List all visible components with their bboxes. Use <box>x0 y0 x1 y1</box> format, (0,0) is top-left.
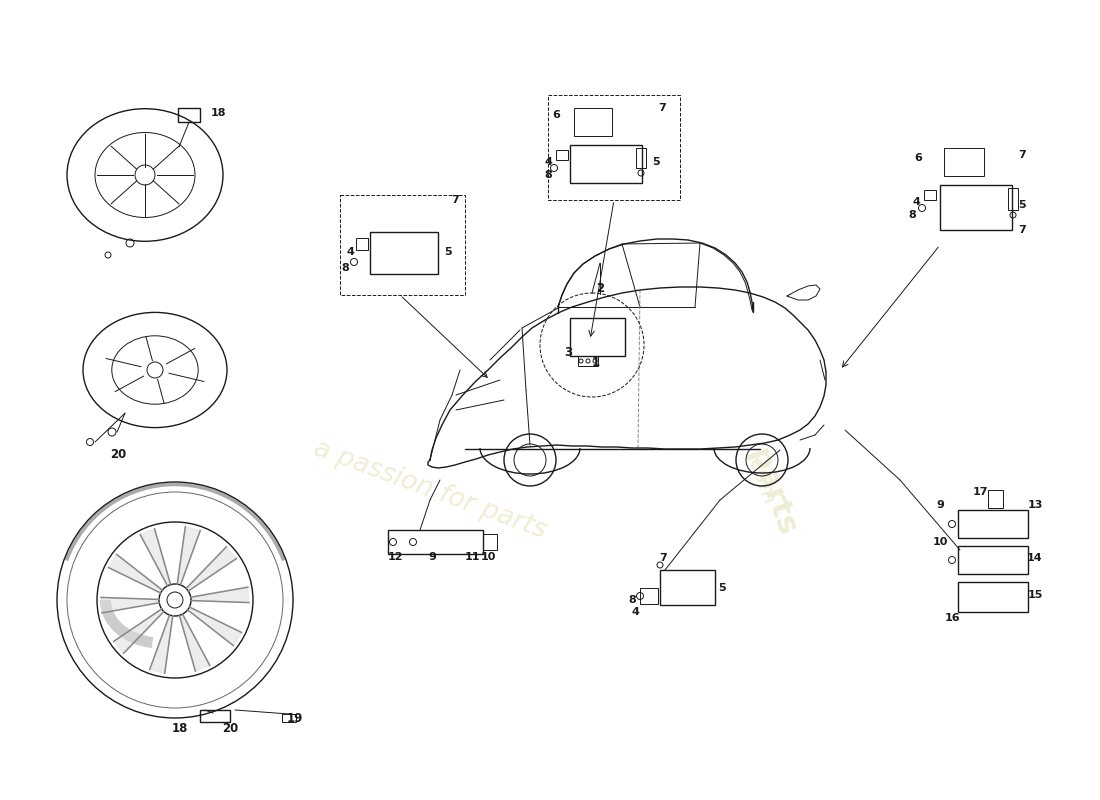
Text: 11: 11 <box>464 552 480 562</box>
Bar <box>988 490 1003 508</box>
Bar <box>200 710 230 722</box>
Bar <box>556 150 568 160</box>
Bar <box>574 108 612 136</box>
Polygon shape <box>428 287 826 468</box>
Bar <box>178 108 200 122</box>
Polygon shape <box>179 614 210 671</box>
Text: .com: .com <box>741 451 779 509</box>
Text: 6: 6 <box>552 110 560 120</box>
Text: 15: 15 <box>1027 590 1043 600</box>
Bar <box>282 714 296 722</box>
Bar <box>640 588 658 604</box>
Bar <box>924 190 936 200</box>
Text: 20: 20 <box>222 722 238 734</box>
Text: 2: 2 <box>596 282 604 294</box>
Polygon shape <box>177 526 200 585</box>
Text: 8: 8 <box>544 170 552 180</box>
Text: 12: 12 <box>387 552 403 562</box>
Text: 5: 5 <box>652 157 660 167</box>
Text: 18: 18 <box>210 108 225 118</box>
Text: 19: 19 <box>287 711 304 725</box>
Text: 5: 5 <box>1019 200 1026 210</box>
Bar <box>1008 188 1018 210</box>
Bar <box>636 148 646 168</box>
Text: 5: 5 <box>444 247 452 257</box>
Polygon shape <box>188 607 242 646</box>
Text: 8: 8 <box>341 263 349 273</box>
Bar <box>370 232 438 274</box>
Text: 7: 7 <box>659 553 667 563</box>
Text: 6: 6 <box>914 153 922 163</box>
Polygon shape <box>186 546 236 591</box>
Text: 7: 7 <box>1019 150 1026 160</box>
Text: 8: 8 <box>909 210 916 220</box>
Text: 20: 20 <box>110 449 126 462</box>
Text: 10: 10 <box>933 537 948 547</box>
Text: 4: 4 <box>346 247 354 257</box>
Polygon shape <box>141 529 170 586</box>
Text: 10: 10 <box>481 552 496 562</box>
Bar <box>944 148 984 176</box>
Bar <box>958 510 1028 538</box>
Polygon shape <box>101 598 160 613</box>
Bar <box>958 546 1028 574</box>
Text: 5: 5 <box>718 583 726 593</box>
Text: 9: 9 <box>428 552 436 562</box>
Bar <box>578 356 598 366</box>
Bar <box>958 582 1028 612</box>
Bar <box>340 195 465 295</box>
Text: 4: 4 <box>544 157 552 167</box>
Polygon shape <box>190 587 249 602</box>
Bar <box>483 534 497 550</box>
Text: 4: 4 <box>631 607 639 617</box>
Bar <box>356 238 369 250</box>
Text: 14: 14 <box>1027 553 1043 563</box>
Text: 3: 3 <box>564 346 572 358</box>
Text: 8: 8 <box>628 595 636 605</box>
Text: 13: 13 <box>1027 500 1043 510</box>
Bar <box>548 95 680 200</box>
Text: 18: 18 <box>172 722 188 734</box>
Polygon shape <box>150 615 173 674</box>
Bar <box>570 318 625 356</box>
Bar <box>940 185 1012 230</box>
Text: a passion for parts: a passion for parts <box>310 436 550 544</box>
Text: 7: 7 <box>658 103 666 113</box>
Polygon shape <box>113 609 164 654</box>
Bar <box>660 570 715 605</box>
Bar <box>570 145 642 183</box>
Text: eurocarparts: eurocarparts <box>698 321 802 539</box>
Text: 1: 1 <box>592 357 601 370</box>
Polygon shape <box>109 554 163 593</box>
Text: 16: 16 <box>944 613 960 623</box>
Text: 9: 9 <box>936 500 944 510</box>
Bar <box>388 530 483 554</box>
Text: 7: 7 <box>1019 225 1026 235</box>
Text: 4: 4 <box>912 197 920 207</box>
Text: 17: 17 <box>972 487 988 497</box>
Text: 7: 7 <box>451 195 459 205</box>
